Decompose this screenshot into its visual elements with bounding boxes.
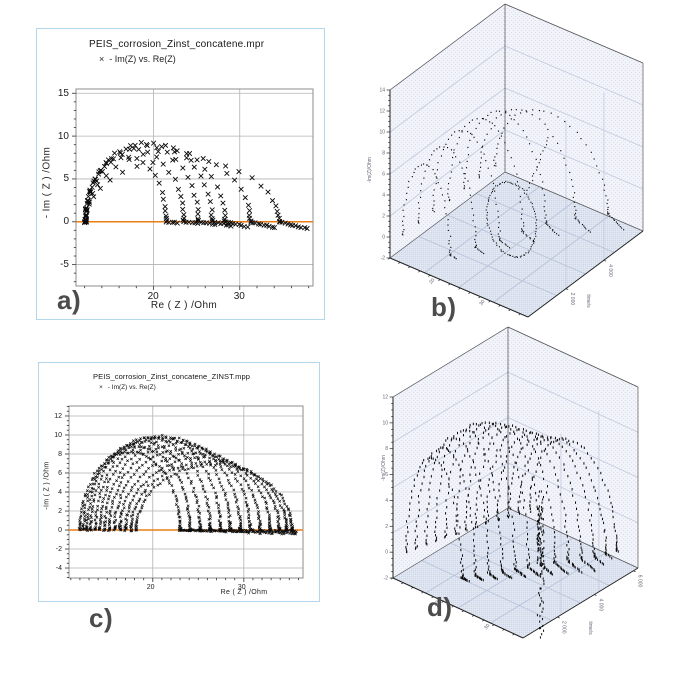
tick-label: 20 bbox=[147, 291, 159, 302]
panel-c-title: PEIS_corrosion_Zinst_concatene_ZINST.mpp bbox=[93, 372, 250, 381]
panel-a-title: PEIS_corrosion_Zinst_concatene.mpr bbox=[89, 39, 265, 50]
tick-label: 4 bbox=[58, 488, 62, 496]
panel-c-plot-canvas bbox=[39, 363, 319, 601]
panel-c-label: c) bbox=[89, 603, 114, 633]
panel-c-x-axis-label: Re ( Z ) /Ohm bbox=[220, 589, 268, 596]
panel-c-box: PEIS_corrosion_Zinst_concatene_ZINST.mpp… bbox=[38, 362, 320, 602]
panel-d-z-axis-label: -Im(Z)/Ohm bbox=[381, 455, 387, 481]
panel-a-legend-label: - Im(Z) vs. Re(Z) bbox=[109, 54, 176, 64]
tick-label: 5 bbox=[63, 173, 69, 185]
tick-label: 6 bbox=[58, 469, 62, 477]
tick-label: 0 bbox=[58, 526, 62, 534]
panel-a-legend: × - Im(Z) vs. Re(Z) bbox=[99, 54, 176, 64]
tick-label: 15 bbox=[57, 87, 69, 99]
panel-a-box: PEIS_corrosion_Zinst_concatene.mpr × - Im… bbox=[36, 28, 325, 320]
panel-a-plot-canvas bbox=[37, 29, 324, 319]
panel-b-label: b) bbox=[431, 292, 457, 322]
panel-a-x-axis-label: Re ( Z ) /Ohm bbox=[150, 300, 218, 311]
tick-label: 30 bbox=[233, 291, 245, 302]
panel-b-time-axis-label: time/s bbox=[585, 294, 591, 308]
tick-label: -5 bbox=[60, 259, 69, 271]
panel-d-time-axis-label: time/s bbox=[587, 621, 593, 635]
panel-c-legend: × - Im(Z) vs. Re(Z) bbox=[99, 384, 156, 391]
tick-label: -2 bbox=[55, 545, 62, 553]
tick-label: -4 bbox=[55, 564, 62, 572]
panel-a-label: a) bbox=[57, 285, 82, 315]
tick-label: 20 bbox=[146, 584, 155, 591]
x-marker-icon: × bbox=[99, 54, 105, 64]
tick-label: 2 bbox=[58, 507, 62, 515]
panel-b-z-axis-label: -Im(Z)/Ohm bbox=[367, 157, 373, 183]
panel-d-plot-canvas bbox=[355, 326, 675, 678]
tick-label: 10 bbox=[57, 130, 69, 142]
tick-label: 30 bbox=[237, 584, 246, 591]
panel-d-label: d) bbox=[427, 592, 453, 622]
tick-label: 8 bbox=[58, 450, 62, 458]
tick-label: 0 bbox=[63, 216, 69, 228]
panel-b-plot-canvas bbox=[355, 0, 675, 345]
tick-label: 10 bbox=[54, 431, 62, 439]
panel-c-legend-label: - Im(Z) vs. Re(Z) bbox=[107, 384, 156, 391]
tick-label: 12 bbox=[54, 412, 62, 420]
x-marker-icon: × bbox=[99, 384, 103, 391]
